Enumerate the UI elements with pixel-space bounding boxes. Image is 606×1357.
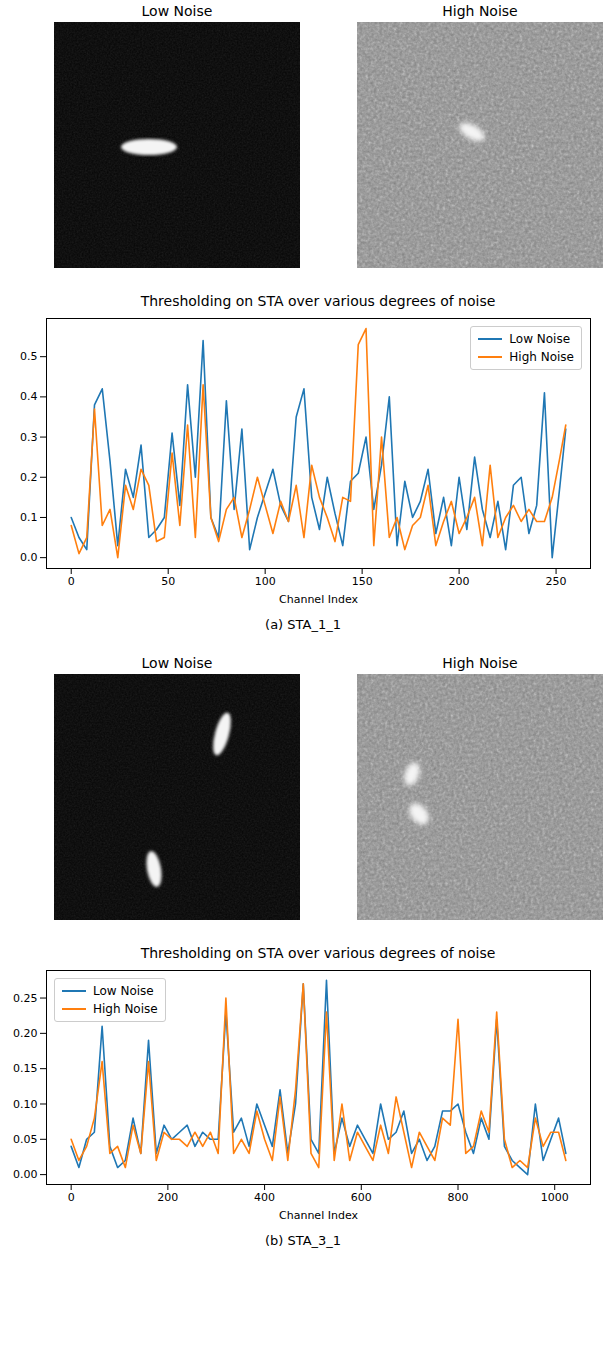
html-text:(a) STA_1_1: (a) STA_1_1 (265, 617, 341, 632)
svg-text:0.20: 0.20 (13, 1027, 38, 1040)
svg-text:200: 200 (449, 575, 470, 588)
svg-text:0.10: 0.10 (13, 1098, 38, 1111)
svg-text:0.0: 0.0 (20, 551, 38, 564)
svg-text:0: 0 (68, 1191, 75, 1204)
svg-text:100: 100 (255, 575, 276, 588)
svg-text:0.05: 0.05 (13, 1133, 38, 1146)
html-text:High Noise: High Noise (93, 1002, 158, 1016)
svg-text:400: 400 (254, 1191, 275, 1204)
html-text:Low Noise: Low Noise (509, 332, 570, 346)
html-text:(b) STA_3_1: (b) STA_3_1 (264, 1233, 342, 1248)
svg-text:50: 50 (161, 575, 175, 588)
svg-text:0.25: 0.25 (13, 992, 38, 1005)
svg-text:200: 200 (157, 1191, 178, 1204)
svg-text:600: 600 (351, 1191, 372, 1204)
svg-text:Channel Index: Channel Index (279, 593, 358, 606)
html-text:Low Noise: Low Noise (93, 984, 154, 998)
html-text:Low Noise: Low Noise (141, 3, 213, 19)
svg-text:0: 0 (68, 575, 75, 588)
html-text:High Noise: High Noise (442, 3, 518, 19)
svg-text:0.5: 0.5 (20, 350, 38, 363)
svg-text:1000: 1000 (541, 1191, 569, 1204)
svg-text:0.1: 0.1 (20, 511, 38, 524)
svg-text:0.00: 0.00 (13, 1168, 38, 1181)
svg-text:Channel Index: Channel Index (279, 1209, 358, 1222)
html-text:High Noise: High Noise (509, 350, 574, 364)
html-text:Low Noise: Low Noise (141, 655, 213, 671)
svg-text:0.2: 0.2 (20, 471, 38, 484)
svg-text:0.4: 0.4 (20, 390, 38, 403)
html-text:Thresholding on STA over vario: Thresholding on STA over various degrees… (140, 293, 496, 309)
svg-text:150: 150 (352, 575, 373, 588)
svg-text:250: 250 (546, 575, 567, 588)
html-text:High Noise: High Noise (442, 655, 518, 671)
html-text:Thresholding on STA over vario: Thresholding on STA over various degrees… (140, 945, 496, 961)
svg-text:800: 800 (448, 1191, 469, 1204)
svg-text:0.15: 0.15 (13, 1062, 38, 1075)
svg-text:0.3: 0.3 (20, 431, 38, 444)
